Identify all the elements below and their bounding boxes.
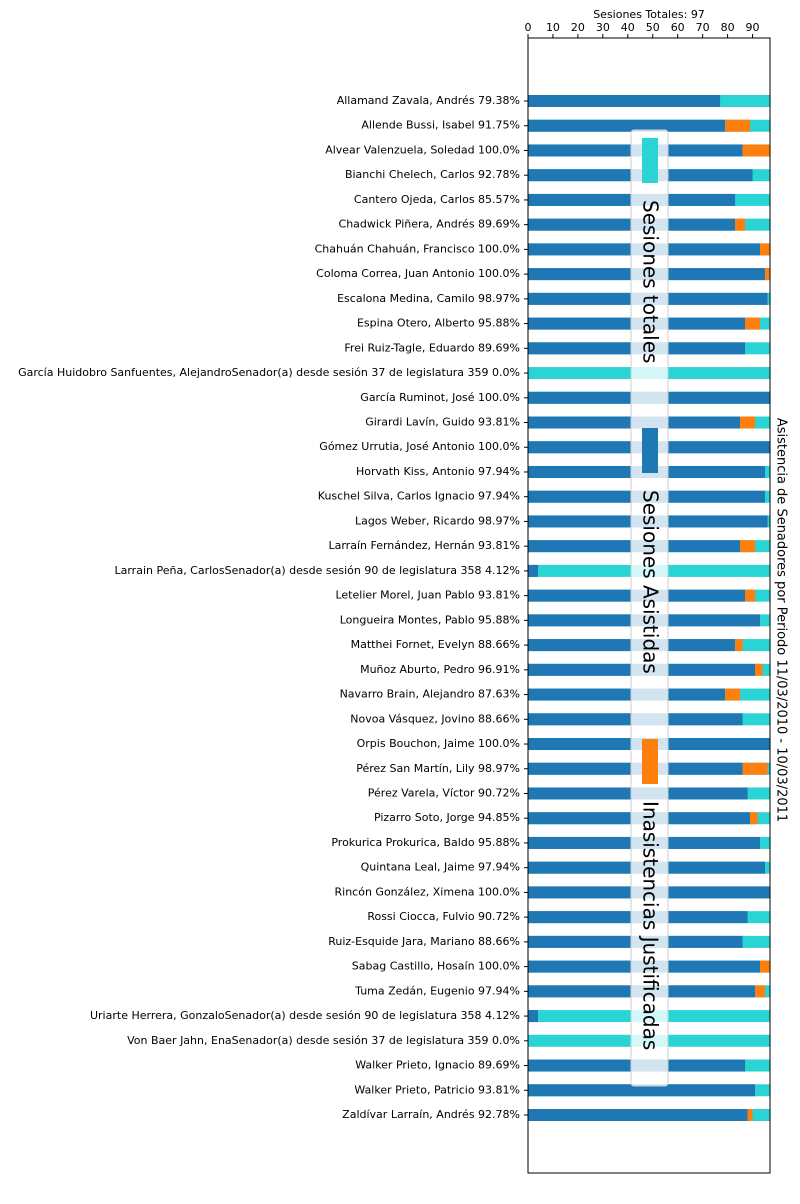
- y-tick-label: Pizarro Soto, Jorge 94.85%: [374, 811, 520, 824]
- legend-label: Sesiones Asistidas: [639, 490, 663, 674]
- bar-segment: [528, 1084, 756, 1097]
- bar-segment: [528, 1109, 748, 1121]
- y-tick-label: Prokurica Prokurica, Baldo 95.88%: [331, 836, 520, 849]
- x-tick-label: 70: [696, 21, 710, 34]
- y-tick-label: Chahuán Chahuán, Francisco 100.0%: [315, 242, 520, 255]
- y-tick-label: Walker Prieto, Ignacio 89.69%: [355, 1059, 520, 1072]
- legend-box: [630, 129, 669, 1087]
- y-tick-label: Matthei Fornet, Evelyn 88.66%: [351, 638, 520, 651]
- bar-segment: [750, 812, 758, 825]
- y-tick-label: Quintana Leal, Jaime 97.94%: [361, 861, 520, 874]
- y-tick-label: Rossi Ciocca, Fulvio 90.72%: [367, 910, 520, 923]
- x-tick-label: 30: [596, 21, 610, 34]
- y-tick-label: Frei Ruiz-Tagle, Eduardo 89.69%: [344, 341, 520, 354]
- y-tick-label: Letelier Morel, Juan Pablo 93.81%: [335, 589, 520, 602]
- y-tick-label: Rincón González, Ximena 100.0%: [335, 885, 520, 898]
- bar-segment: [725, 119, 751, 132]
- legend-swatch: [642, 428, 658, 473]
- x-tick-label: 60: [671, 21, 685, 34]
- x-tick-label: 0: [525, 21, 532, 34]
- y-tick-label: Muñoz Aburto, Pedro 96.91%: [360, 663, 520, 676]
- x-tick-label: 80: [721, 21, 735, 34]
- bar-segment: [740, 540, 756, 553]
- y-tick-label: Walker Prieto, Patricio 93.81%: [354, 1083, 520, 1096]
- bar-segment: [735, 639, 743, 652]
- y-tick-label: Pérez Varela, Víctor 90.72%: [368, 786, 520, 799]
- x-tick-label: 40: [621, 21, 635, 34]
- legend-swatch: [642, 138, 658, 183]
- bar-segment: [528, 95, 721, 107]
- legend-swatch: [642, 739, 658, 784]
- y-tick-label: Sabag Castillo, Hosaín 100.0%: [352, 960, 520, 973]
- y-tick-label: Zaldívar Larraín, Andrés 92.78%: [342, 1108, 520, 1121]
- y-tick-label: Lagos Weber, Ricardo 98.97%: [355, 514, 520, 527]
- y-tick-label: Navarro Brain, Alejandro 87.63%: [340, 688, 520, 701]
- bar-segment: [725, 688, 741, 701]
- bar-segment: [755, 985, 766, 998]
- bar-segment: [760, 243, 770, 256]
- bar-segment: [742, 762, 768, 775]
- bar-segment: [745, 589, 756, 602]
- y-tick-label: Von Baer Jahn, EnaSenador(a) desde sesió…: [127, 1034, 520, 1047]
- y-tick-label: Gómez Urrutia, José Antonio 100.0%: [319, 440, 520, 453]
- bar-segment: [528, 688, 726, 701]
- y-tick-label: Larraín Fernández, Hernán 93.81%: [328, 539, 520, 552]
- bar-segment: [528, 564, 538, 577]
- y-tick-label: Allamand Zavala, Andrés 79.38%: [337, 94, 520, 107]
- x-tick-label: 10: [546, 21, 560, 34]
- y-tick-label: Espina Otero, Alberto 95.88%: [357, 317, 520, 330]
- y-tick-label: Tuma Zedán, Eugenio 97.94%: [354, 984, 520, 997]
- y-tick-label: Escalona Medina, Camilo 98.97%: [337, 292, 520, 305]
- plot-frame: [527, 37, 771, 1174]
- chart-title: Asistencia de Senadores por Periodo 11/0…: [774, 418, 789, 822]
- x-tick-label: 50: [646, 21, 660, 34]
- bar-segment: [740, 416, 756, 429]
- y-tick-label: Pérez San Martín, Lily 98.97%: [356, 762, 520, 775]
- bar-segment: [765, 268, 770, 281]
- bar-segment: [528, 1010, 538, 1023]
- bar-segment: [747, 1109, 753, 1121]
- y-tick-label: Cantero Ojeda, Carlos 85.57%: [354, 193, 520, 206]
- y-tick-label: Bianchi Chelech, Carlos 92.78%: [345, 168, 520, 181]
- y-tick-label: Uriarte Herrera, GonzaloSenador(a) desde…: [90, 1009, 520, 1022]
- bar-segment: [760, 960, 770, 973]
- y-tick-label: Orpis Bouchon, Jaime 100.0%: [357, 737, 520, 750]
- x-tick-label: 20: [571, 21, 585, 34]
- bar-segment: [742, 144, 770, 157]
- x-tick-label: 90: [746, 21, 760, 34]
- bar-segment: [745, 317, 761, 330]
- legend-label: Inasistencias Justificadas: [639, 801, 663, 1050]
- y-tick-label: Ruiz-Esquide Jara, Mariano 88.66%: [328, 935, 520, 948]
- y-tick-label: Novoa Vásquez, Jovino 88.66%: [350, 712, 520, 725]
- y-tick-label: Alvear Valenzuela, Soledad 100.0%: [325, 143, 520, 156]
- legend: Sesiones totales Sesiones Asistidas Inasis…: [639, 138, 663, 1050]
- y-tick-label: Kuschel Silva, Carlos Ignacio 97.94%: [318, 490, 520, 503]
- y-tick-label: Girardi Lavín, Guido 93.81%: [365, 416, 520, 429]
- bar-segment: [735, 218, 746, 231]
- x-axis-label: Sesiones Totales: 97: [593, 8, 705, 21]
- bar-segment: [755, 663, 763, 676]
- bar-segment: [528, 119, 726, 132]
- y-tick-label: Chadwick Piñera, Andrés 89.69%: [339, 218, 520, 231]
- y-tick-label: Larrain Peña, CarlosSenador(a) desde ses…: [114, 564, 520, 577]
- y-tick-label: García Ruminot, José 100.0%: [360, 391, 520, 404]
- y-tick-label: Longueira Montes, Pablo 95.88%: [340, 613, 520, 626]
- y-tick-label: Horvath Kiss, Antonio 97.94%: [356, 465, 520, 478]
- y-tick-label: Allende Bussi, Isabel 91.75%: [361, 119, 520, 132]
- y-tick-label: Coloma Correa, Juan Antonio 100.0%: [316, 267, 520, 280]
- y-tick-label: García Huidobro Sanfuentes, AlejandroSen…: [18, 366, 520, 379]
- legend-label: Sesiones totales: [639, 200, 663, 363]
